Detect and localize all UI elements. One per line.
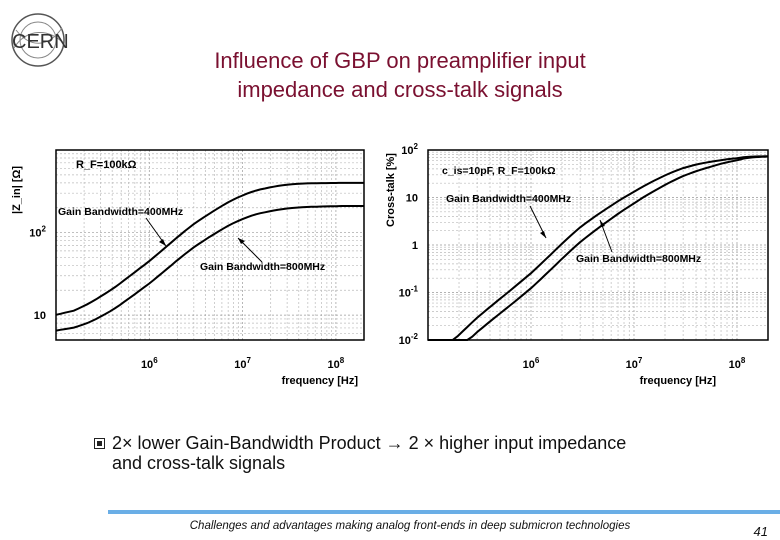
- tick-label-y3: 10: [406, 193, 418, 205]
- annotation-gbw-800: Gain Bandwidth=800MHz: [576, 253, 701, 265]
- page-number: 41: [753, 524, 768, 539]
- slide-title: Influence of GBP on preamplifier input i…: [150, 46, 650, 104]
- tick-label-x2: 108: [729, 356, 746, 371]
- x-axis-label: frequency [Hz]: [282, 375, 359, 387]
- tick-label-x0: 106: [141, 356, 158, 371]
- annotation-gbw-400: Gain Bandwidth=400MHz: [446, 193, 571, 205]
- tick-label-y4: 102: [401, 142, 418, 157]
- tick-label-x2: 108: [328, 356, 345, 371]
- series-line-1: [55, 205, 364, 332]
- series-line-0: [428, 155, 769, 341]
- grid: [55, 149, 365, 341]
- series: [428, 155, 769, 341]
- tick-label-y2: 1: [412, 240, 418, 252]
- y-axis-label: Cross-talk [%]: [385, 153, 397, 227]
- impedance-plot: 106 107 108 10 102 |Z_in| [Ω] frequency [Hz]…: [11, 149, 365, 387]
- x-axis-label: frequency [Hz]: [640, 375, 717, 387]
- crosstalk-plot: 106 107 108 10-2 10-1 1 10 102 Cross-talk [%] f…: [385, 142, 769, 387]
- tick-label-y1: 102: [29, 225, 46, 240]
- annotation-gbw-400: Gain Bandwidth=400MHz: [58, 206, 183, 218]
- footer-text: Challenges and advantages making analog …: [189, 520, 631, 532]
- tick-label-y1: 10-1: [399, 285, 419, 300]
- tick-label-y0: 10-2: [399, 332, 419, 347]
- y-axis-label: |Z_in| [Ω]: [11, 166, 23, 214]
- logo-text: CERN: [12, 31, 69, 53]
- annotation-cis: c_is=10pF, R_F=100kΩ: [442, 165, 556, 177]
- tick-label-x1: 107: [626, 356, 643, 371]
- tick-label-x1: 107: [234, 356, 251, 371]
- annotation-gbw-800: Gain Bandwidth=800MHz: [200, 261, 325, 273]
- bullet-line-2: and cross-talk signals: [112, 453, 286, 473]
- annotation-rf: R_F=100kΩ: [76, 159, 137, 171]
- title-line-1: Influence of GBP on preamplifier input: [214, 48, 586, 73]
- tick-label-x0: 106: [523, 356, 540, 371]
- title-line-2: impedance and cross-talk signals: [237, 77, 563, 102]
- cern-logo: CERN: [11, 13, 69, 67]
- bullet-line-1: 2× lower Gain-Bandwidth Product → 2 × hi…: [112, 433, 627, 453]
- series: [55, 181, 364, 332]
- tick-labels: 106 107 108 10 102: [29, 225, 345, 371]
- series-line-1: [428, 155, 769, 341]
- plot-frame: [55, 149, 365, 341]
- plot-frame: [427, 149, 769, 341]
- series-line-0: [55, 181, 364, 316]
- grid: [427, 149, 769, 341]
- footer-rule: [108, 510, 780, 514]
- bullet-text: 2× lower Gain-Bandwidth Product → 2 × hi…: [112, 433, 752, 473]
- bullet-marker: [94, 438, 105, 449]
- tick-label-y0: 10: [34, 310, 46, 322]
